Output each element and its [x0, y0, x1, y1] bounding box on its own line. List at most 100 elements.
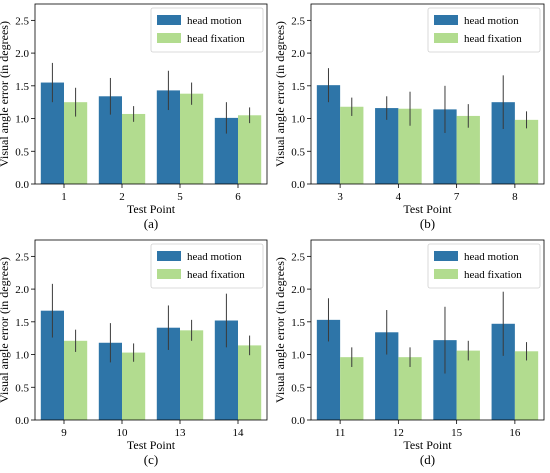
legend: head motion head fixation — [150, 243, 264, 289]
x-tick-label: 6 — [235, 191, 241, 203]
y-tick-label: 0.5 — [15, 382, 29, 394]
legend-label: head fixation — [464, 269, 522, 281]
chart-panel: 0.0 0.5 1.0 1.5 2.0 2.5 3 4 7 8 Test Point Visual a… — [273, 3, 545, 231]
y-axis-label: Visual angle error (in degrees) — [273, 21, 287, 167]
legend: head motion head fixation — [427, 243, 541, 289]
y-tick-label: 1.0 — [15, 350, 29, 362]
bar — [340, 106, 364, 184]
legend-label: head motion — [187, 15, 242, 27]
legend-label: head motion — [187, 251, 242, 263]
panel-label: (a) — [144, 216, 158, 231]
bar — [180, 93, 204, 184]
bar — [456, 350, 480, 420]
y-tick-label: 2.5 — [15, 15, 29, 27]
x-tick-label: 4 — [396, 191, 402, 203]
bar — [98, 342, 122, 420]
x-tick-label: 2 — [119, 191, 125, 203]
panel-label: (b) — [420, 216, 435, 231]
x-axis-label: Test Point — [127, 438, 176, 452]
x-tick-label: 13 — [175, 427, 187, 439]
plot-frame — [34, 239, 268, 421]
bar — [456, 115, 480, 184]
y-tick-label: 1.5 — [291, 81, 305, 93]
x-tick-label: 11 — [335, 427, 346, 439]
panel-label: (c) — [144, 452, 158, 467]
plot-frame — [310, 239, 545, 421]
bar — [156, 90, 180, 184]
legend-swatch — [157, 15, 181, 25]
x-axis-label: Test Point — [127, 202, 176, 216]
bar — [40, 82, 64, 184]
bar — [491, 323, 515, 420]
x-tick-label: 9 — [61, 427, 67, 439]
bar — [156, 327, 180, 420]
x-tick-label: 10 — [117, 427, 129, 439]
bar — [238, 115, 262, 184]
chart-panel: 0.0 0.5 1.0 1.5 2.0 2.5 11 12 15 16 Test Point Visu… — [273, 239, 545, 467]
legend-label: head fixation — [187, 33, 245, 45]
y-tick-label: 0.5 — [291, 146, 305, 158]
legend-swatch — [434, 33, 458, 43]
bar — [180, 330, 204, 420]
y-tick-label: 2.5 — [291, 251, 305, 263]
y-tick-label: 1.0 — [291, 350, 305, 362]
legend-swatch — [157, 251, 181, 261]
legend-swatch — [434, 269, 458, 279]
bar — [340, 357, 364, 420]
y-tick-label: 1.5 — [15, 317, 29, 329]
legend-swatch — [434, 15, 458, 25]
y-tick-label: 1.5 — [291, 317, 305, 329]
x-tick-label: 14 — [233, 427, 245, 439]
bar — [398, 108, 422, 184]
bar — [375, 332, 399, 420]
bar — [375, 108, 399, 184]
bar — [40, 310, 64, 420]
y-axis-label: Visual angle error (in degrees) — [273, 257, 287, 403]
x-tick-label: 16 — [509, 427, 521, 439]
x-tick-label: 15 — [451, 427, 463, 439]
bar — [64, 340, 88, 420]
bar — [316, 319, 341, 420]
y-axis-label: Visual angle error (in degrees) — [0, 21, 11, 167]
legend: head motion head fixation — [150, 7, 264, 53]
y-tick-label: 1.0 — [15, 114, 29, 126]
y-tick-label: 2.0 — [291, 48, 305, 60]
y-tick-label: 2.0 — [15, 48, 29, 60]
y-tick-label: 0.0 — [15, 179, 29, 191]
y-tick-label: 0.0 — [291, 179, 305, 191]
bar — [514, 351, 539, 420]
bar — [214, 320, 238, 420]
chart-panel: 0.0 0.5 1.0 1.5 2.0 2.5 9 10 13 14 Test Point Visua… — [0, 239, 268, 467]
x-tick-label: 3 — [337, 191, 343, 203]
x-axis-label: Test Point — [403, 202, 452, 216]
bar — [398, 357, 422, 420]
y-tick-label: 2.5 — [15, 251, 29, 263]
y-tick-label: 2.0 — [15, 284, 29, 296]
y-tick-label: 1.0 — [291, 114, 305, 126]
bar — [433, 109, 457, 184]
y-tick-label: 0.0 — [15, 415, 29, 427]
legend-label: head motion — [464, 15, 519, 27]
bar — [433, 340, 457, 420]
panel-label: (d) — [420, 452, 435, 467]
x-axis-label: Test Point — [403, 438, 452, 452]
y-tick-label: 1.5 — [15, 81, 29, 93]
x-tick-label: 8 — [512, 191, 518, 203]
y-tick-label: 0.5 — [15, 146, 29, 158]
bar — [122, 352, 146, 420]
y-tick-label: 2.0 — [291, 284, 305, 296]
y-tick-label: 2.5 — [291, 15, 305, 27]
chart-panel: 0.0 0.5 1.0 1.5 2.0 2.5 1 2 5 6 Test Point Visual a… — [0, 3, 268, 231]
legend-label: head fixation — [464, 33, 522, 45]
y-axis-label: Visual angle error (in degrees) — [0, 257, 11, 403]
x-tick-label: 1 — [61, 191, 67, 203]
y-tick-label: 0.0 — [291, 415, 305, 427]
x-tick-label: 7 — [454, 191, 460, 203]
bar — [238, 345, 262, 420]
bar — [491, 102, 515, 184]
legend-label: head fixation — [187, 269, 245, 281]
x-tick-label: 12 — [393, 427, 404, 439]
plot-frame — [34, 3, 268, 185]
legend-label: head motion — [464, 251, 519, 263]
